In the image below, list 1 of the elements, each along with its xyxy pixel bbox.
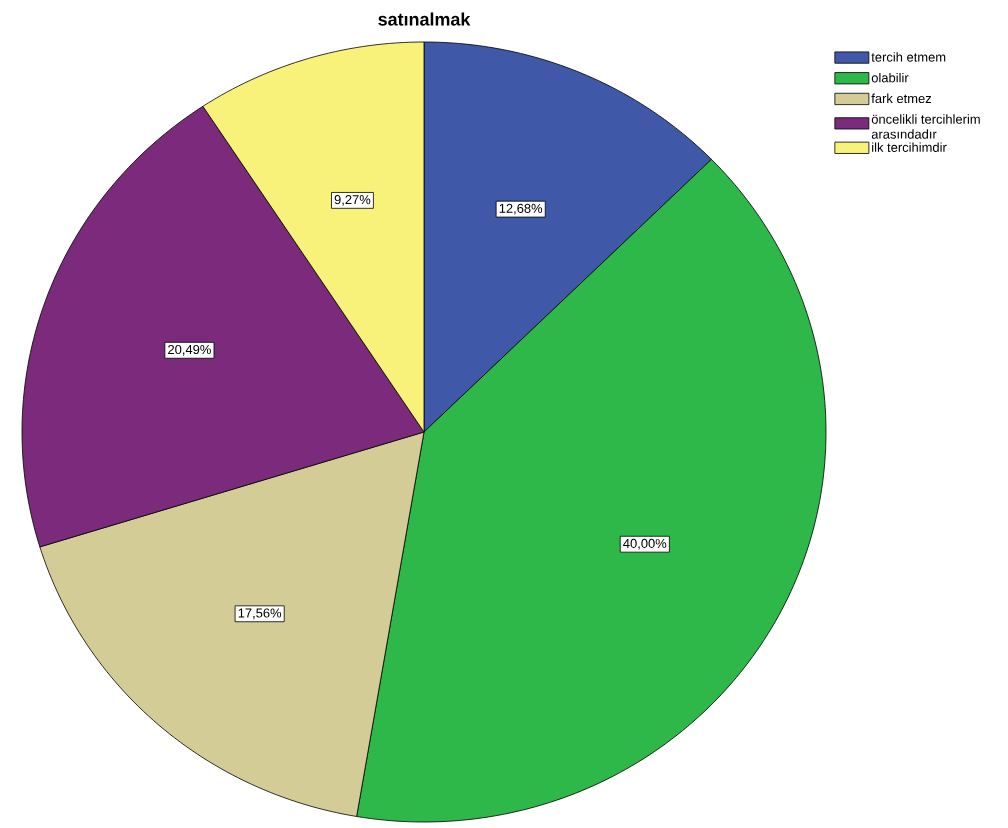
chart-title: satınalmak (378, 12, 471, 26)
